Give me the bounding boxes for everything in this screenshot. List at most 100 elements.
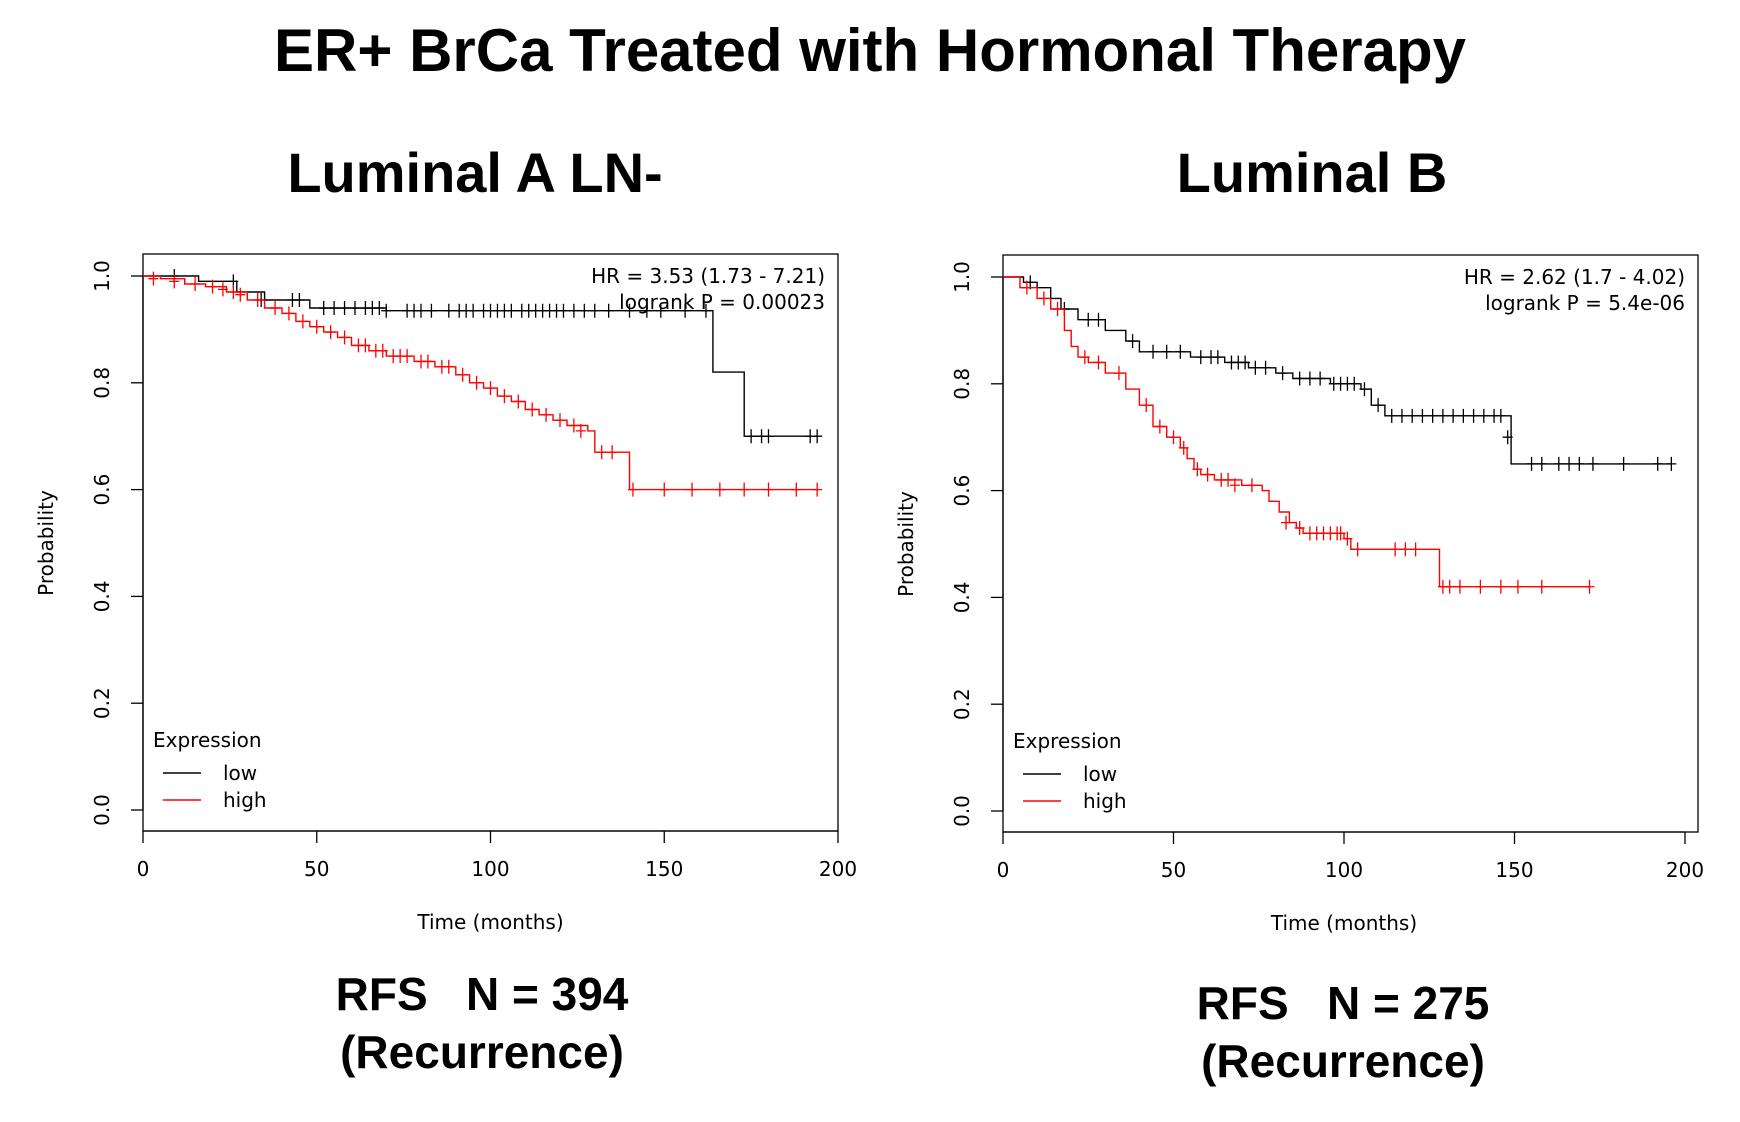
censor-mark-high (527, 402, 538, 417)
censor-mark-low (1618, 456, 1629, 471)
censor-mark-low (1240, 355, 1251, 370)
censor-mark-high (1444, 579, 1455, 594)
censor-mark-high (252, 293, 263, 308)
panel-title-luminal-a: Luminal A LN- (287, 141, 663, 204)
censor-mark-high (1038, 291, 1049, 306)
legend-title: Expression (1013, 729, 1122, 753)
censor-mark-low (1553, 456, 1564, 471)
footer-recurrence: (Recurrence) (340, 1025, 624, 1078)
censor-mark-high (169, 274, 180, 289)
censor-mark-high (513, 394, 524, 409)
censor-mark-high (1229, 478, 1240, 493)
logrank-p-annotation: logrank P = 0.00023 (619, 290, 825, 314)
censor-mark-high (687, 482, 698, 497)
censor-mark-high (1093, 355, 1104, 370)
hazard-ratio-annotation: HR = 2.62 (1.7 - 4.02) (1464, 265, 1685, 289)
censor-mark-high (1052, 302, 1063, 317)
y-tick-label: 0.2 (90, 687, 114, 719)
y-axis-label: Probability (894, 491, 918, 597)
censor-mark-low (1195, 350, 1206, 365)
censor-mark-high (541, 407, 552, 422)
censor-mark-high (471, 375, 482, 390)
censor-mark-low (568, 303, 579, 318)
censor-mark-low (1587, 456, 1598, 471)
censor-mark-high (297, 314, 308, 329)
censor-mark-low (468, 303, 479, 318)
censor-mark-low (1250, 360, 1261, 375)
y-tick-label: 0.4 (950, 581, 974, 613)
censor-mark-high (555, 413, 565, 428)
censor-mark-low (1564, 456, 1575, 471)
censor-mark-high (714, 482, 725, 497)
hazard-ratio-annotation: HR = 3.53 (1.73 - 7.21) (591, 264, 825, 288)
censor-mark-low (1083, 312, 1094, 327)
censor-mark-high (1400, 542, 1411, 557)
censor-mark-low (318, 301, 329, 316)
censor-mark-high (235, 287, 246, 302)
censor-mark-high (270, 301, 281, 316)
censor-mark-low (680, 303, 691, 318)
censor-mark-low (1315, 371, 1326, 386)
y-tick-label: 0.4 (90, 580, 114, 612)
censor-mark-low (641, 303, 652, 318)
footer-rfs-n: RFS N = 394 (335, 968, 629, 1020)
legend-title: Expression (153, 728, 262, 752)
x-tick-label: 100 (1325, 858, 1363, 882)
censor-mark-low (1294, 371, 1305, 386)
x-tick-label: 200 (1666, 858, 1704, 882)
y-tick-label: 0.0 (90, 794, 114, 826)
censor-mark-low (1437, 408, 1448, 423)
censor-mark-high (325, 325, 336, 340)
survival-curve-high (1003, 276, 1590, 588)
censor-mark-low (1396, 408, 1407, 423)
footer-luminal-b: RFS N = 275 (Recurrence) (993, 975, 1693, 1090)
x-axis-label: Time (months) (1270, 911, 1417, 935)
censor-mark-high (1281, 515, 1292, 530)
censor-mark-low (426, 303, 437, 318)
censor-mark-low (1260, 360, 1271, 375)
censor-mark-high (659, 482, 670, 497)
censor-mark-high (377, 343, 388, 358)
x-tick-label: 150 (1495, 858, 1533, 882)
censor-mark-low (1212, 350, 1223, 365)
censor-mark-high (1202, 467, 1213, 482)
x-tick-label: 50 (304, 857, 329, 881)
x-tick-label: 0 (137, 857, 150, 881)
censor-mark-low (294, 293, 305, 308)
y-tick-label: 0.0 (950, 795, 974, 827)
censor-mark-low (1373, 398, 1384, 413)
censor-mark-low (1175, 344, 1186, 359)
censor-mark-high (485, 381, 496, 396)
censor-mark-low (1359, 382, 1370, 397)
censor-mark-high (1454, 579, 1465, 594)
survival-curve-low (143, 275, 818, 437)
censor-mark-low (1458, 408, 1469, 423)
censor-mark-low (1574, 456, 1585, 471)
censor-mark-low (329, 301, 340, 316)
censor-mark-high (1168, 430, 1179, 445)
censor-mark-low (1478, 408, 1489, 423)
y-axis-label: Probability (34, 490, 58, 596)
censor-mark-low (1536, 456, 1547, 471)
censor-mark-low (1666, 456, 1677, 471)
legend-label-low: low (1083, 762, 1117, 786)
censor-mark-low (1304, 371, 1315, 386)
x-axis-label: Time (months) (416, 910, 563, 934)
censor-mark-low (1161, 344, 1172, 359)
censor-mark-low (558, 303, 569, 318)
censor-mark-high (1079, 350, 1090, 365)
censor-mark-high (1335, 526, 1346, 541)
censor-mark-high (499, 389, 510, 404)
censor-mark-high (1113, 366, 1124, 381)
censor-mark-low (349, 301, 360, 316)
y-tick-label: 0.6 (90, 474, 114, 506)
censor-mark-low (1526, 456, 1537, 471)
censor-mark-high (568, 418, 579, 433)
censor-mark-low (746, 429, 757, 444)
censor-mark-high (360, 338, 371, 353)
x-tick-label: 50 (1161, 858, 1186, 882)
censor-mark-high (190, 277, 201, 292)
censor-mark-high (339, 330, 350, 345)
y-tick-label: 0.8 (950, 368, 974, 400)
